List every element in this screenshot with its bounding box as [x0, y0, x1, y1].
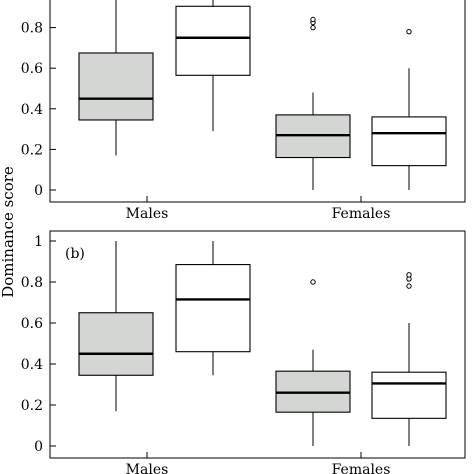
- y-tick-label: 0: [34, 439, 43, 455]
- x-category-label: Females: [332, 206, 391, 222]
- outlier-point: [310, 279, 316, 285]
- x-category-label: Males: [126, 462, 169, 474]
- panel-label: (b): [65, 246, 85, 262]
- box-females-grey: [275, 279, 351, 446]
- box-iqr: [78, 312, 154, 376]
- panel-2: 0 0.2 0.4 0.6 0.8 1 Males Females (b): [21, 230, 466, 474]
- y-tick-label: 0.6: [21, 61, 43, 77]
- y-tick-label: 0.8: [21, 275, 43, 291]
- outlier-point: [406, 283, 412, 289]
- box-males-grey: [78, 241, 154, 412]
- x-category-label: Females: [332, 462, 391, 474]
- y-axis-label: Dominance score: [0, 166, 17, 298]
- box-iqr: [175, 5, 251, 76]
- y-tick-label: 0.2: [21, 398, 43, 414]
- y-tick-label: 0.8: [21, 21, 43, 37]
- box-iqr: [371, 116, 447, 167]
- y-tick-label: 0.4: [21, 102, 43, 118]
- y-tick-label: 0.4: [21, 357, 43, 373]
- x-category-label: Males: [126, 206, 169, 222]
- y-tick-label: 1: [34, 234, 43, 250]
- outlier-point: [406, 272, 412, 278]
- panel-1: 0 0.2 0.4 0.6 0.8 Males Females: [21, 0, 466, 222]
- box-females-white: [371, 28, 447, 190]
- outlier-point: [310, 16, 316, 23]
- outlier-point: [310, 24, 316, 31]
- box-females-grey: [275, 16, 351, 190]
- box-males-grey: [78, 0, 154, 156]
- plot-frame: [49, 230, 466, 459]
- box-iqr: [371, 371, 447, 419]
- outlier-point: [406, 28, 412, 35]
- y-tick-label: 0.2: [21, 142, 43, 158]
- box-iqr: [78, 52, 154, 121]
- box-males-white: [175, 241, 251, 376]
- box-iqr: [175, 264, 251, 353]
- plot-frame: [49, 0, 466, 203]
- box-females-white: [371, 272, 447, 446]
- y-tick-label: 0.6: [21, 316, 43, 332]
- box-males-white: [175, 0, 251, 132]
- y-tick-label: 0: [34, 183, 43, 199]
